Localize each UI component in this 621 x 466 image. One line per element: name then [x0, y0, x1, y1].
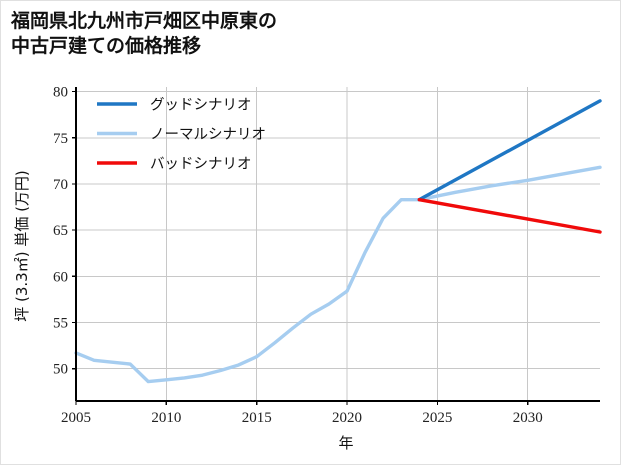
series-line-bad: [417, 197, 602, 234]
x-axis-title: 年: [338, 434, 353, 452]
x-tick-label: 2025: [422, 410, 452, 426]
x-tick-label: 2020: [332, 410, 362, 426]
axis-spines: [75, 87, 600, 402]
y-tick-label: 80: [53, 85, 68, 101]
series-line-good: [417, 99, 602, 202]
y-tick-label: 60: [53, 269, 68, 285]
x-tick-label: 2010: [151, 410, 181, 426]
x-tick-label: 2015: [242, 410, 272, 426]
legend-label: ノーマルシナリオ: [150, 127, 266, 143]
series-line-normal: [74, 165, 602, 384]
y-tick-label: 50: [53, 362, 68, 378]
x-tick-label: 2005: [61, 410, 91, 426]
legend-label: グッドシナリオ: [150, 97, 252, 114]
page-title: 福岡県北九州市戸畑区中原東の 中古戸建ての価格推移: [11, 10, 278, 57]
y-tick-label: 75: [53, 131, 68, 147]
series-group: [74, 99, 602, 384]
x-axis-tick-labels: 2005 2010 2015 2020 2025 2030: [61, 401, 543, 426]
y-tick-label: 70: [53, 177, 68, 193]
y-tick-label: 55: [53, 316, 68, 332]
y-tick-label: 65: [53, 223, 68, 239]
legend-label: バッドシナリオ: [150, 157, 252, 173]
y-axis-tick-labels: 50 55 60 65 70 75 80: [53, 85, 76, 378]
y-axis-title: 坪 (3.3㎡) 単価 (万円): [13, 170, 31, 322]
x-tick-label: 2030: [513, 410, 543, 426]
